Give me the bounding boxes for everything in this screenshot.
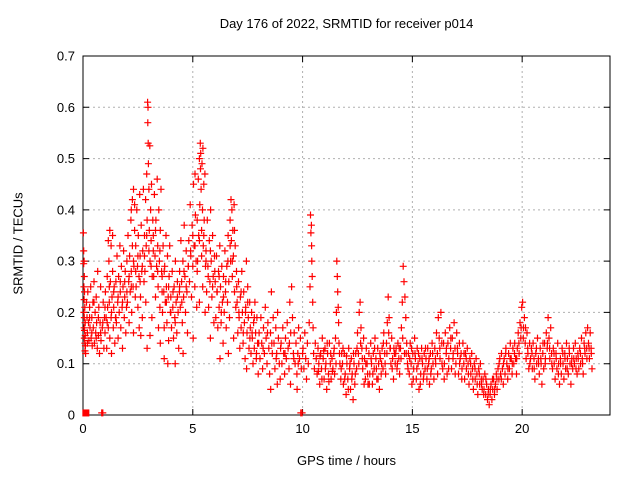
y-tick-label: 0 [68,408,75,423]
x-axis-label: GPS time / hours [297,453,396,468]
y-tick-label: 0.5 [57,151,75,166]
y-tick-label: 0.4 [57,202,75,217]
data-points [79,98,596,417]
data-point-square [82,409,90,417]
x-tick-label: 0 [79,421,86,436]
y-tick-label: 0.1 [57,356,75,371]
chart-title: Day 176 of 2022, SRMTID for receiver p01… [219,16,474,31]
x-tick-label: 10 [295,421,309,436]
y-tick-label: 0.2 [57,305,75,320]
y-tick-label: 0.6 [57,100,75,115]
y-tick-label: 0.7 [57,49,75,64]
y-axis-label: SRMTID / TECUs [10,192,26,295]
x-tick-label: 15 [405,421,419,436]
x-tick-label: 20 [515,421,529,436]
x-tick-label: 5 [189,421,196,436]
y-tick-label: 0.3 [57,254,75,269]
